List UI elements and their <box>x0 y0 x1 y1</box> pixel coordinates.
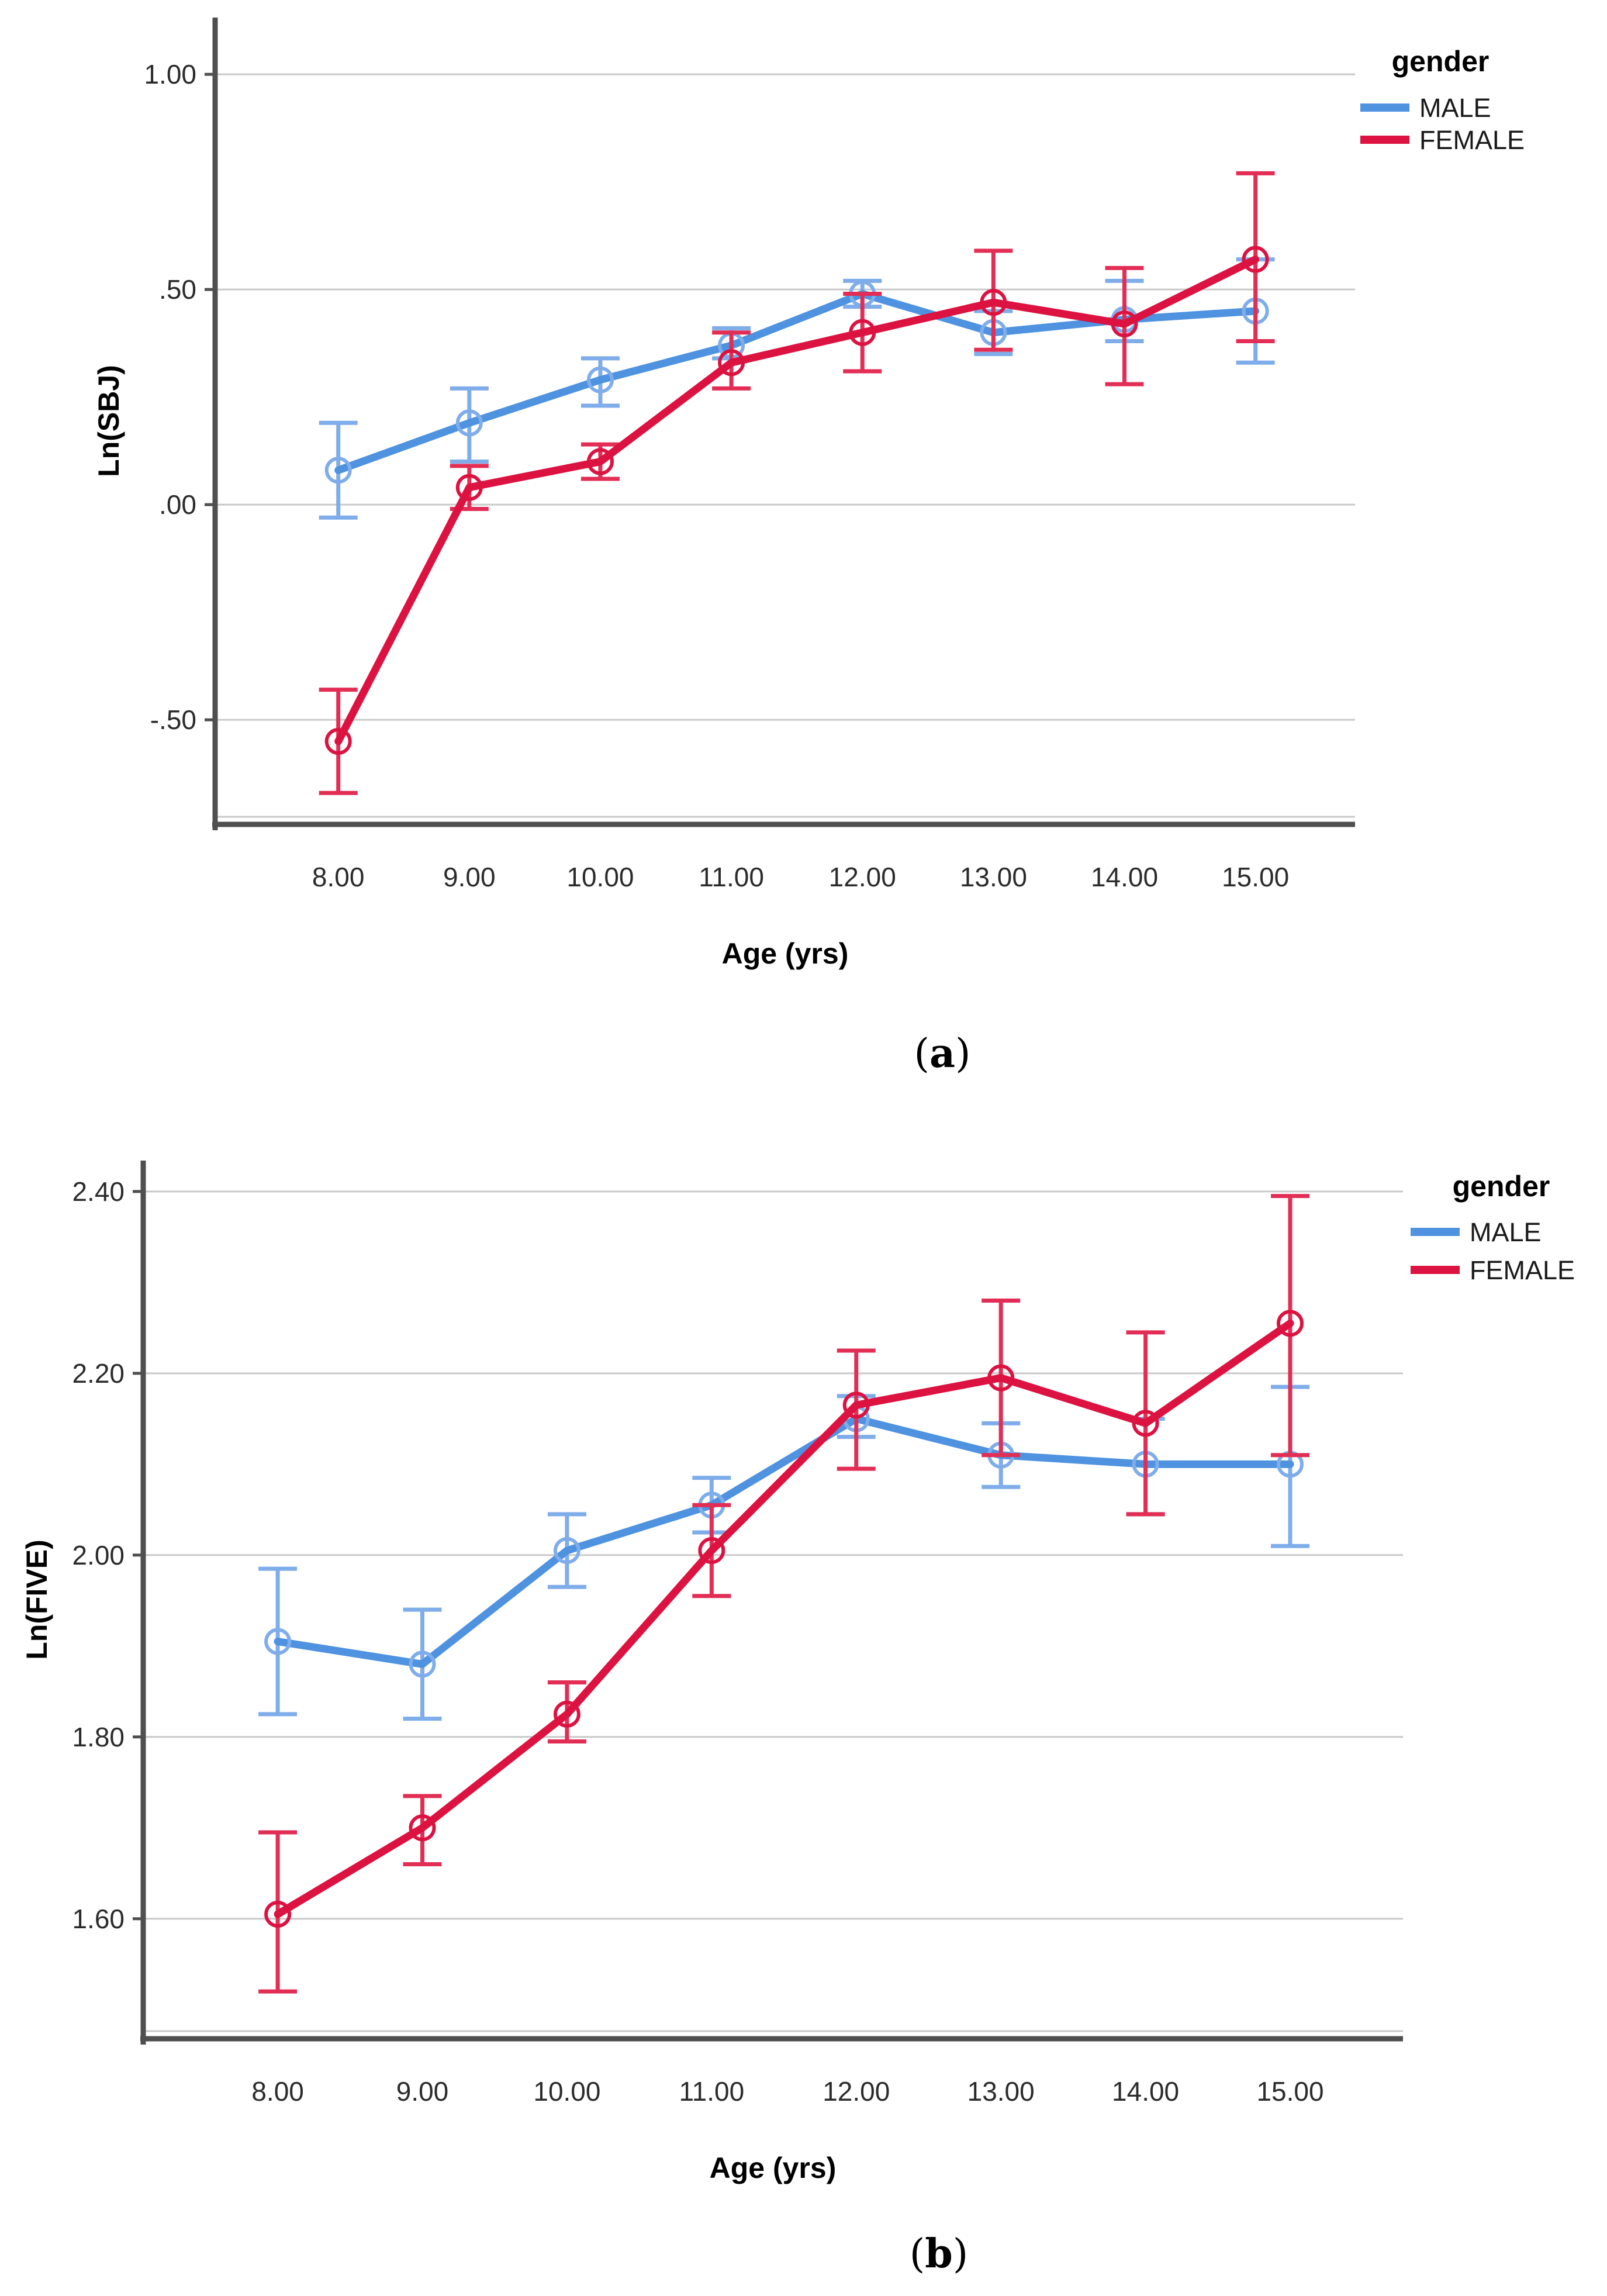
data-point-marker-male <box>324 457 352 484</box>
data-point-marker-female <box>718 349 745 377</box>
data-point-marker-male <box>409 1651 436 1678</box>
y-tick-label: 2.40 <box>72 1176 125 1207</box>
data-point-marker-female <box>553 1700 580 1728</box>
x-tick-label: 12.00 <box>829 862 896 892</box>
series-line-female <box>334 256 1260 745</box>
x-tick-label: 9.00 <box>443 862 496 892</box>
legend-a: gender MALE FEMALE <box>1360 45 1525 155</box>
data-point-marker-male <box>264 1628 292 1655</box>
x-tick-label: 15.00 <box>1222 862 1289 892</box>
legend-label-female-b: FEMALE <box>1470 1255 1575 1285</box>
x-axis-title-a: Age (yrs) <box>722 937 849 970</box>
y-tick-label: 1.80 <box>72 1722 125 1752</box>
data-point-marker-female <box>264 1900 292 1928</box>
y-tick-label: -.50 <box>150 705 196 735</box>
data-point-marker-female <box>455 474 483 501</box>
x-tick-label: 12.00 <box>822 2076 890 2107</box>
data-point-marker-female <box>1111 310 1138 338</box>
data-point-marker-female <box>842 1392 870 1419</box>
x-tick-label: 11.00 <box>679 2076 744 2107</box>
y-tick-label: .00 <box>159 489 196 520</box>
data-point-marker-male <box>455 409 483 437</box>
y-axis-title-a: Ln(SBJ) <box>92 365 125 477</box>
series-line-female <box>274 1319 1294 1918</box>
legend-b: gender MALE FEMALE <box>1411 1170 1575 1285</box>
data-point-marker-female <box>324 727 352 755</box>
y-axis-title-b: Ln(FIVE) <box>20 1539 53 1660</box>
data-point-marker-male <box>553 1537 580 1565</box>
data-point-marker-female <box>987 1364 1015 1392</box>
x-tick-label: 8.00 <box>251 2076 304 2107</box>
x-tick-label: 14.00 <box>1112 2076 1179 2107</box>
data-point-marker-female <box>1132 1410 1159 1437</box>
series-male <box>258 1384 1310 1721</box>
x-tick-label: 14.00 <box>1091 862 1158 892</box>
legend-title-b: gender <box>1453 1170 1550 1203</box>
y-tick-label: 1.60 <box>72 1904 125 1934</box>
chart-b-plot-area: 2.40 2.20 2.00 1.80 1.60 8.00 9.00 10.00 11.00 12… <box>72 1161 1403 2107</box>
x-tick-label: 13.00 <box>967 2076 1035 2107</box>
x-tick-label: 10.00 <box>533 2076 600 2107</box>
caption-b: (b) <box>910 2231 969 2277</box>
data-point-marker-male <box>586 366 614 393</box>
y-tick-label: .50 <box>159 274 196 305</box>
chart-b: 2.40 2.20 2.00 1.80 1.60 8.00 9.00 10.00 11.00 12… <box>20 1161 1575 2277</box>
legend-label-female-a: FEMALE <box>1419 125 1525 155</box>
y-tick-label: 2.20 <box>72 1358 125 1389</box>
data-point-marker-female <box>586 448 614 475</box>
legend-label-male-b: MALE <box>1470 1217 1542 1247</box>
x-tick-label: 10.00 <box>566 862 634 892</box>
y-tick-label: 1.00 <box>144 59 196 89</box>
data-point-marker-female <box>698 1537 725 1565</box>
series-female <box>258 1194 1310 1994</box>
x-tick-label: 9.00 <box>396 2076 449 2107</box>
x-tick-label: 13.00 <box>960 862 1027 892</box>
data-point-marker-female <box>849 319 876 346</box>
caption-a: (a) <box>914 1030 970 1077</box>
series-female <box>319 171 1275 795</box>
data-point-marker-female <box>980 289 1007 316</box>
legend-title-a: gender <box>1392 45 1490 78</box>
data-point-marker-female <box>1242 246 1269 273</box>
legend-label-male-a: MALE <box>1419 93 1491 123</box>
x-tick-label: 8.00 <box>312 862 365 892</box>
x-axis-title-b: Age (yrs) <box>710 2152 837 2184</box>
x-tick-label: 11.00 <box>699 862 764 892</box>
x-tick-label: 15.00 <box>1256 2076 1323 2107</box>
series-line-male <box>274 1415 1294 1668</box>
data-point-marker-female <box>1277 1310 1304 1337</box>
data-point-marker-female <box>409 1814 436 1842</box>
chart-a-plot-area: 1.00 .50 .00 -.50 8.00 9.00 10.00 11.00 12.00 13.… <box>144 18 1355 892</box>
y-tick-label: 2.00 <box>72 1540 125 1570</box>
chart-a: 1.00 .50 .00 -.50 8.00 9.00 10.00 11.00 12.00 13.… <box>92 18 1525 1077</box>
